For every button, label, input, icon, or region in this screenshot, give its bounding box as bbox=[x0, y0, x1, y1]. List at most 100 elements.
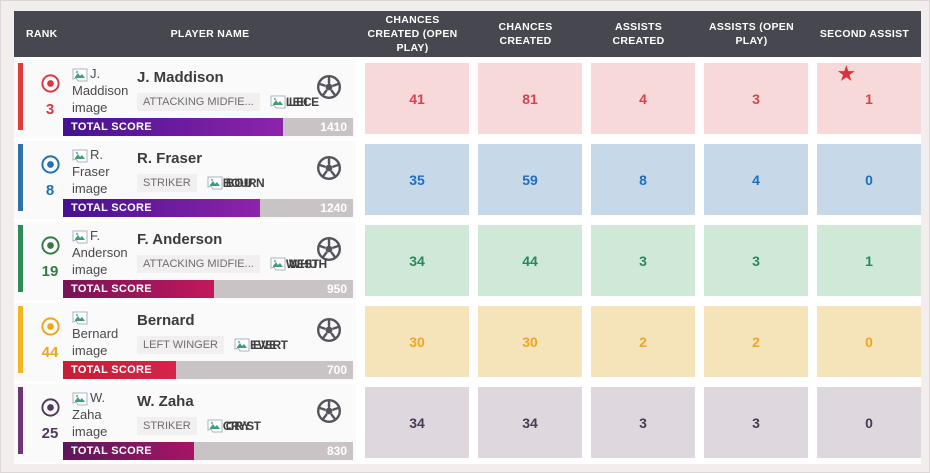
player-name: Bernard bbox=[137, 312, 195, 329]
position-label: STRIKER bbox=[137, 174, 197, 192]
football-icon[interactable] bbox=[316, 398, 346, 462]
stat-chances-created: 59 bbox=[478, 144, 582, 215]
stat-assists-created: 2 bbox=[591, 306, 695, 377]
rank-accent-bar bbox=[18, 387, 23, 454]
stat-chances-created: 34 bbox=[478, 387, 582, 458]
rank-value: 19 bbox=[41, 263, 59, 280]
header-second-assist: SECOND ASSIST bbox=[819, 27, 910, 40]
club-code-text: BOU bbox=[225, 175, 253, 190]
stat-chances-created-open-play: 34 bbox=[365, 225, 469, 296]
position-label: STRIKER bbox=[137, 417, 197, 435]
rank-value: 3 bbox=[45, 101, 55, 118]
football-icon[interactable] bbox=[316, 155, 346, 219]
football-icon[interactable] bbox=[316, 236, 346, 300]
stat-assists-open-play: 2 bbox=[704, 306, 808, 377]
total-score-value: 1240 bbox=[320, 201, 347, 215]
total-score-fill: TOTAL SCORE bbox=[63, 280, 214, 298]
player-photo-alt-text: Bernard image bbox=[72, 325, 119, 358]
player-row[interactable]: 25 W. Zaha image W. Zaha STRIKER CRYST CR… bbox=[14, 384, 921, 462]
player-row[interactable]: 3 J. Maddison image J. Maddison ATTACKIN… bbox=[14, 60, 921, 138]
stat-assists-open-play: 3 bbox=[704, 63, 808, 134]
football-icon[interactable] bbox=[316, 317, 346, 381]
rank-accent-bar bbox=[18, 63, 23, 130]
player-photo-alt-text: R. Fraser image bbox=[72, 147, 110, 196]
stat-chances-created: 81 bbox=[478, 63, 582, 134]
total-score-label: TOTAL SCORE bbox=[71, 283, 152, 295]
header-assists-created: ASSISTS CREATED bbox=[612, 20, 665, 47]
player-name: W. Zaha bbox=[137, 393, 194, 410]
star-icon: ★ bbox=[837, 64, 855, 85]
stat-chances-created-open-play: 34 bbox=[365, 387, 469, 458]
stat-chances-created-open-play: 41 bbox=[365, 63, 469, 134]
rank-radio-icon[interactable] bbox=[40, 73, 61, 99]
stat-assists-created: 3 bbox=[591, 387, 695, 458]
rank-radio-icon[interactable] bbox=[40, 235, 61, 261]
player-row[interactable]: 44 Bernard image Bernard LEFT WINGER EVE… bbox=[14, 303, 921, 381]
total-score-fill: TOTAL SCORE bbox=[63, 361, 177, 379]
total-score-fill: TOTAL SCORE bbox=[63, 199, 261, 217]
position-label: LEFT WINGER bbox=[137, 336, 224, 354]
club-code-text: WHU bbox=[288, 256, 318, 271]
player-cell: 25 W. Zaha image W. Zaha STRIKER CRYST CR… bbox=[14, 384, 356, 462]
player-photo-broken-image: W. Zaha image bbox=[72, 390, 129, 448]
club-badge-broken-image: LEICE LEI bbox=[270, 95, 334, 110]
player-name: J. Maddison bbox=[137, 69, 224, 86]
player-stats-table: RANK PLAYER NAME CHANCES CREATED (OPEN P… bbox=[14, 11, 921, 464]
total-score-value: 950 bbox=[326, 282, 347, 296]
club-name-text: LEICE bbox=[285, 94, 319, 109]
stat-chances-created-open-play: 30 bbox=[365, 306, 469, 377]
club-code-text: EVE bbox=[252, 337, 277, 352]
header-player-name: PLAYER NAME bbox=[170, 28, 250, 40]
total-score-fill: TOTAL SCORE bbox=[63, 118, 284, 136]
player-cell: 8 R. Fraser image R. Fraser STRIKER BOUR… bbox=[14, 141, 356, 219]
table-header: RANK PLAYER NAME CHANCES CREATED (OPEN P… bbox=[14, 11, 921, 57]
player-photo-alt-text: J. Maddison image bbox=[72, 66, 129, 115]
total-score-bar: TOTAL SCORE 1410 bbox=[63, 118, 353, 136]
total-score-label: TOTAL SCORE bbox=[71, 445, 152, 457]
rank-accent-bar bbox=[18, 225, 23, 292]
rank-value: 44 bbox=[41, 344, 59, 361]
player-photo-alt-text: F. Anderson image bbox=[72, 228, 128, 277]
football-icon[interactable] bbox=[316, 74, 346, 138]
club-code-text: CRY bbox=[225, 418, 251, 433]
club-code-text: LEI bbox=[288, 94, 308, 109]
header-assists-open-play: ASSISTS (OPEN PLAY) bbox=[709, 20, 794, 47]
player-photo-broken-image: F. Anderson image bbox=[72, 228, 129, 286]
player-row[interactable]: 8 R. Fraser image R. Fraser STRIKER BOUR… bbox=[14, 141, 921, 219]
club-badge-broken-image: BOURN BOU bbox=[207, 176, 271, 191]
total-score-bar: TOTAL SCORE 1240 bbox=[63, 199, 353, 217]
rank-accent-bar bbox=[18, 144, 23, 211]
total-score-bar: TOTAL SCORE 950 bbox=[63, 280, 353, 298]
stat-second-assist: ★ 1 bbox=[817, 63, 921, 134]
rank-radio-icon[interactable] bbox=[40, 154, 61, 180]
rank-radio-icon[interactable] bbox=[40, 316, 61, 342]
club-name-text: WESTH bbox=[285, 256, 327, 271]
club-name-text: EVERT bbox=[249, 337, 288, 352]
stat-second-assist: 1 bbox=[817, 225, 921, 296]
stat-assists-open-play: 3 bbox=[704, 225, 808, 296]
total-score-value: 700 bbox=[326, 363, 347, 377]
club-badge-broken-image: EVERT EVE bbox=[234, 338, 298, 353]
rank-radio-icon[interactable] bbox=[40, 397, 61, 423]
stat-assists-created: 3 bbox=[591, 225, 695, 296]
player-photo-broken-image: Bernard image bbox=[72, 309, 129, 367]
position-label: ATTACKING MIDFIE... bbox=[137, 255, 260, 273]
stat-assists-created: 4 bbox=[591, 63, 695, 134]
player-photo-broken-image: J. Maddison image bbox=[72, 66, 129, 124]
player-photo-alt-text: W. Zaha image bbox=[72, 390, 108, 439]
header-rank: RANK bbox=[26, 28, 58, 40]
header-chances-created-open-play: CHANCES CREATED (OPEN PLAY) bbox=[367, 13, 458, 55]
player-photo-broken-image: R. Fraser image bbox=[72, 147, 129, 205]
stat-assists-open-play: 3 bbox=[704, 387, 808, 458]
player-row[interactable]: 19 F. Anderson image F. Anderson ATTACKI… bbox=[14, 222, 921, 300]
player-name: R. Fraser bbox=[137, 150, 203, 167]
stat-chances-created-open-play: 35 bbox=[365, 144, 469, 215]
rank-value: 8 bbox=[45, 182, 55, 199]
stat-second-assist: 0 bbox=[817, 306, 921, 377]
position-label: ATTACKING MIDFIE... bbox=[137, 93, 260, 111]
stat-chances-created: 30 bbox=[478, 306, 582, 377]
total-score-value: 1410 bbox=[320, 120, 347, 134]
club-name-text: CRYST bbox=[222, 418, 261, 433]
stat-second-assist: 0 bbox=[817, 144, 921, 215]
